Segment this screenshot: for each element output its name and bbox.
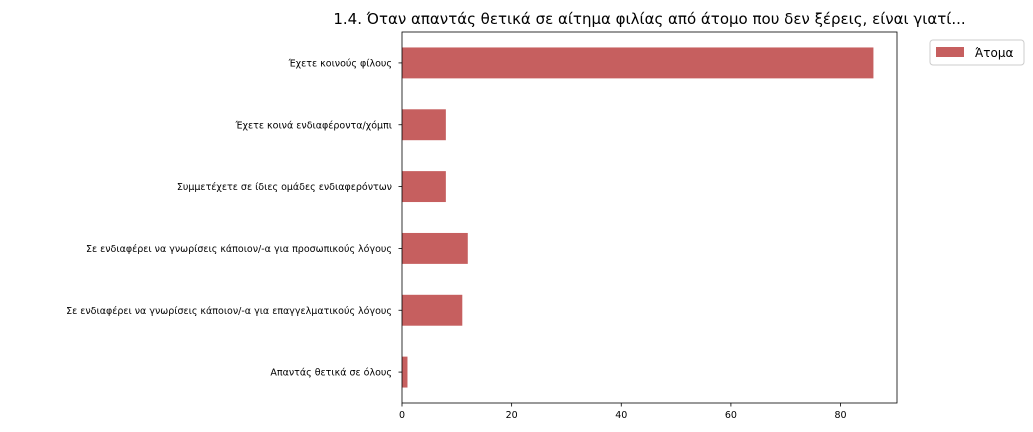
y-tick-label: Έχετε κοινούς φίλους	[288, 58, 392, 69]
y-tick-label: Σε ενδιαφέρει να γνωρίσεις κάποιον/-α γι…	[86, 244, 392, 255]
bar-2	[402, 171, 446, 203]
legend-swatch	[936, 47, 964, 57]
legend-frame	[929, 39, 1025, 66]
x-tick-label: 80	[834, 410, 846, 421]
legend: Άτομα	[929, 39, 1025, 66]
y-tick-label: Συμμετέχετε σε ίδιες ομάδες ενδιαφερόντω…	[177, 182, 392, 193]
ticks-layer: Έχετε κοινούς φίλους Έχετε κοινά ενδιαφέρ…	[66, 58, 847, 421]
y-tick-label: Σε ενδιαφέρει να γνωρίσεις κάποιον/-α γι…	[66, 306, 392, 317]
x-tick-label: 20	[506, 410, 518, 421]
bar-3	[402, 232, 468, 264]
bar-4	[402, 294, 463, 326]
legend-label: Άτομα	[975, 46, 1014, 60]
y-tick-label: Έχετε κοινά ενδιαφέροντα/χόμπι	[234, 120, 392, 131]
plot-area-frame	[401, 31, 898, 404]
x-tick-label: 40	[615, 410, 627, 421]
x-tick-label: 60	[725, 410, 737, 421]
bars-layer	[402, 47, 874, 388]
bar-0	[402, 47, 874, 79]
chart-title: 1.4. Όταν απαντάς θετικά σε αίτημα φιλία…	[333, 10, 965, 28]
x-tick-label: 0	[399, 410, 405, 421]
bar-1	[402, 109, 446, 141]
y-tick-label: Απαντάς θετικά σε όλους	[270, 368, 392, 379]
bar-5	[402, 356, 408, 388]
